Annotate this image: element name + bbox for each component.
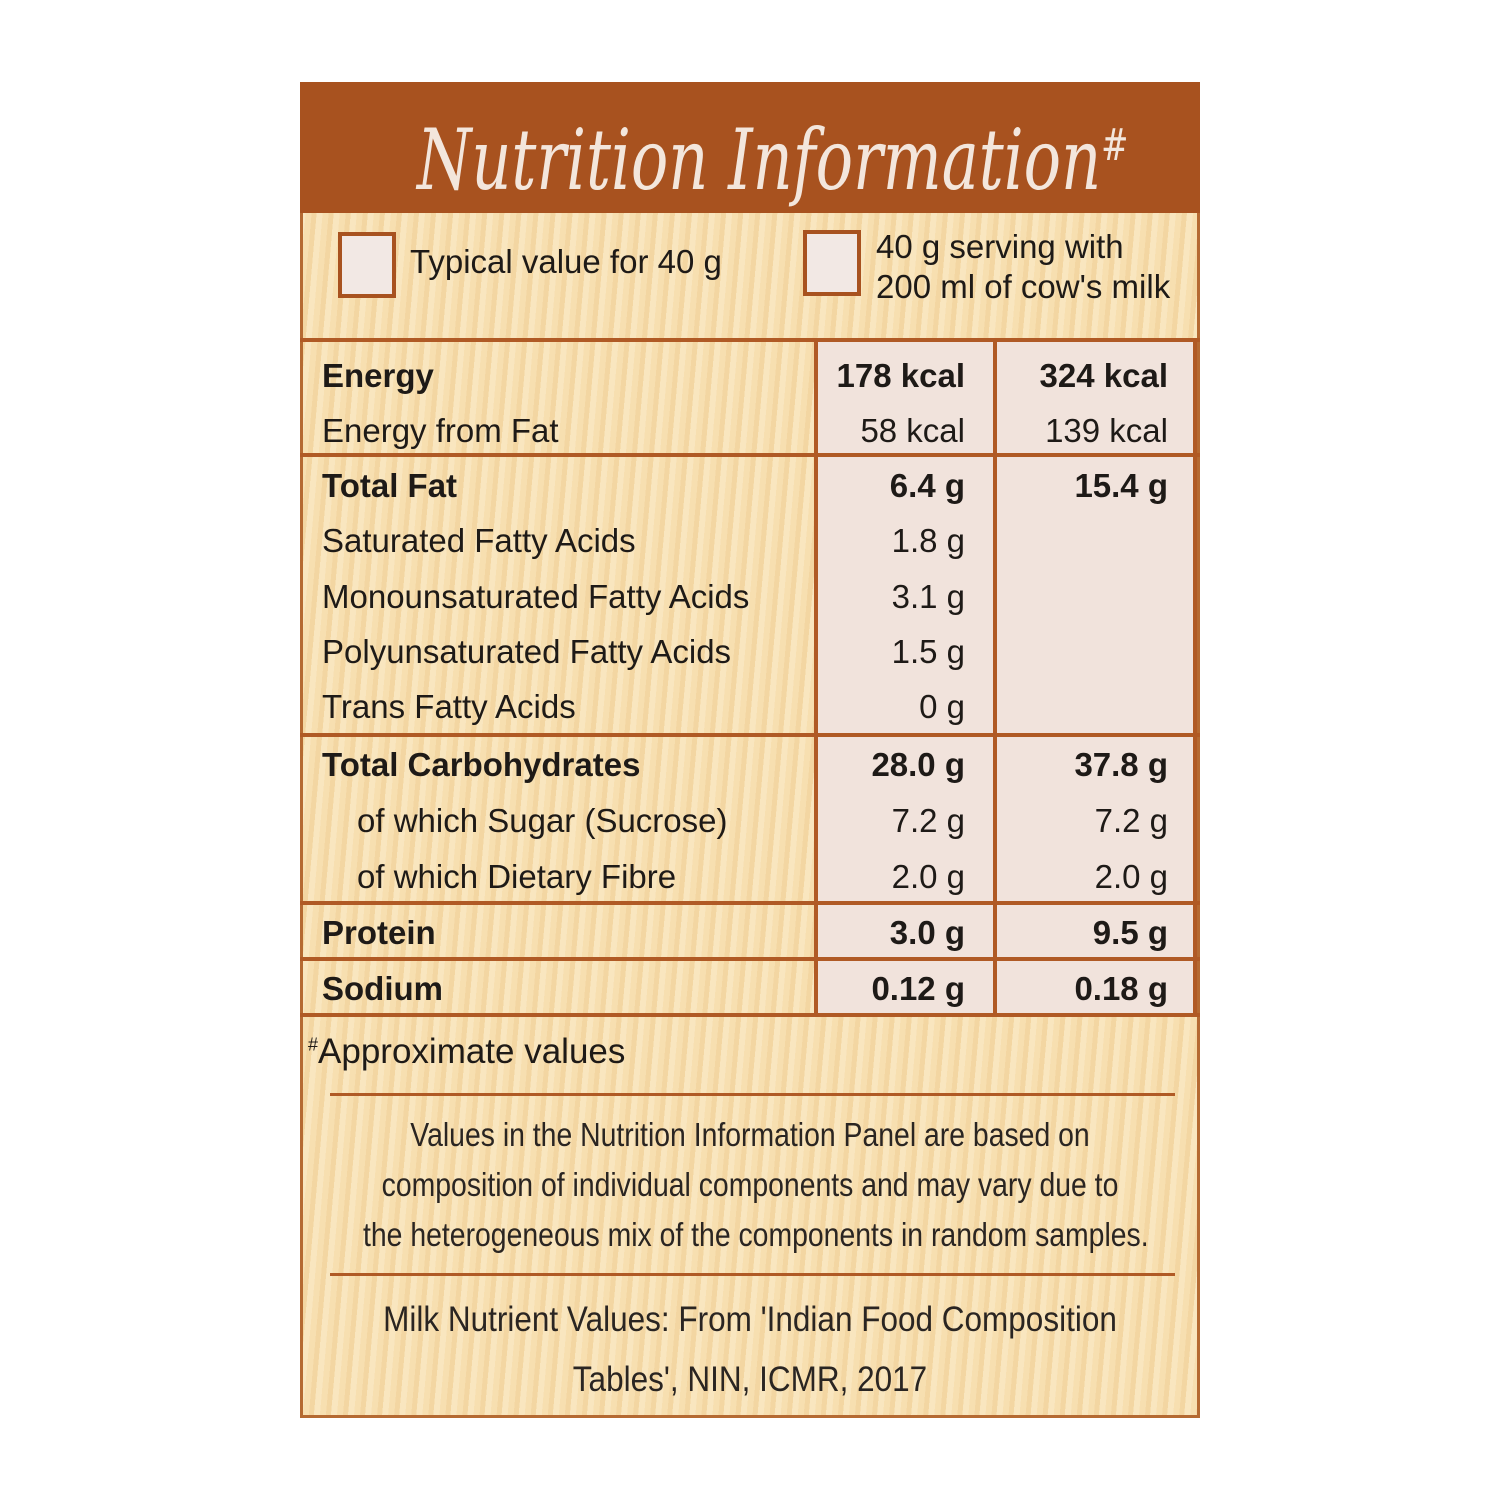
nutrient-label: of which Sugar (Sucrose): [357, 802, 728, 839]
disclaimer: Values in the Nutrition Information Pane…: [300, 1110, 1200, 1260]
nutrient-label: Energy: [322, 357, 434, 394]
divider: [1193, 338, 1197, 1017]
value-with-milk: 37.8 g: [1074, 746, 1168, 783]
title-mark: #: [1101, 120, 1129, 171]
footnote-mark: #: [308, 1034, 319, 1055]
panel-title: Nutrition Information#: [417, 96, 1128, 210]
source-line: Milk Nutrient Values: From 'Indian Food …: [383, 1300, 1117, 1339]
value-per-40g: 2.0 g: [891, 858, 965, 895]
nutrient-label: Trans Fatty Acids: [322, 688, 576, 725]
nutrient-label: Sodium: [322, 970, 443, 1007]
table-row: Saturated Fatty Acids 1.8 g: [300, 513, 1200, 568]
table-row: Total Fat 6.4 g 15.4 g: [300, 458, 1200, 513]
value-per-40g: 1.8 g: [891, 522, 965, 559]
value-with-milk: 139 kcal: [1045, 412, 1168, 449]
divider: [814, 338, 818, 1017]
source-line: Tables', NIN, ICMR, 2017: [572, 1360, 928, 1399]
legend-line: 200 ml of cow's milk: [876, 268, 1171, 305]
nutrient-label: Polyunsaturated Fatty Acids: [322, 633, 732, 670]
divider: [330, 1093, 1175, 1096]
table-row: Sodium 0.12 g 0.18 g: [300, 961, 1200, 1016]
table-row: of which Dietary Fibre 2.0 g 2.0 g: [300, 849, 1200, 904]
value-per-40g: 3.0 g: [889, 914, 965, 951]
table-row: Total Carbohydrates 28.0 g 37.8 g: [300, 737, 1200, 792]
nutrient-label: of which Dietary Fibre: [357, 858, 677, 895]
legend-label-with-milk: 40 g serving with 200 ml of cow's milk: [876, 227, 1170, 307]
legend-swatch-per-40g: [338, 232, 396, 298]
table-row: Trans Fatty Acids 0 g: [300, 679, 1200, 734]
legend-swatch-with-milk: [803, 230, 861, 296]
nutrient-label: Protein: [322, 914, 436, 951]
nutrient-label: Monounsaturated Fatty Acids: [322, 578, 750, 615]
value-per-40g: 3.1 g: [891, 578, 965, 615]
value-per-40g: 0.12 g: [871, 970, 965, 1007]
divider: [993, 338, 997, 1017]
value-with-milk: 9.5 g: [1092, 914, 1168, 951]
source-note: Milk Nutrient Values: From 'Indian Food …: [300, 1290, 1200, 1410]
nutrient-label: Total Carbohydrates: [322, 746, 641, 783]
value-per-40g: 7.2 g: [891, 802, 965, 839]
nutrient-label: Total Fat: [322, 467, 458, 504]
value-per-40g: 1.5 g: [891, 633, 965, 670]
divider: [300, 957, 1200, 961]
divider: [300, 1013, 1200, 1017]
footnote: #Approximate values: [308, 1032, 625, 1072]
divider: [300, 733, 1200, 737]
nutrient-label: Saturated Fatty Acids: [322, 522, 636, 559]
disclaimer-line: Values in the Nutrition Information Pane…: [410, 1116, 1090, 1153]
table-row: Polyunsaturated Fatty Acids 1.5 g: [300, 624, 1200, 679]
value-per-40g: 0 g: [919, 688, 965, 725]
divider: [300, 338, 1200, 342]
value-with-milk: 324 kcal: [1039, 357, 1168, 394]
divider: [300, 901, 1200, 905]
table-row: Energy from Fat 58 kcal 139 kcal: [300, 403, 1200, 458]
value-with-milk: 7.2 g: [1094, 802, 1168, 839]
nutrient-label: Energy from Fat: [322, 412, 559, 449]
value-per-40g: 178 kcal: [836, 357, 965, 394]
table-row: Monounsaturated Fatty Acids 3.1 g: [300, 569, 1200, 624]
value-with-milk: 15.4 g: [1074, 467, 1168, 504]
divider: [330, 1273, 1175, 1276]
disclaimer-line: the heterogeneous mix of the components …: [363, 1216, 1149, 1253]
header-banner: Nutrition Information#: [300, 82, 1200, 213]
value-per-40g: 6.4 g: [889, 467, 965, 504]
value-per-40g: 28.0 g: [871, 746, 965, 783]
value-per-40g: 58 kcal: [860, 412, 965, 449]
legend-label-per-40g: Typical value for 40 g: [410, 243, 722, 280]
table-row: Energy 178 kcal 324 kcal: [300, 348, 1200, 403]
nutrition-panel: Nutrition Information# Typical value for…: [300, 82, 1200, 1418]
value-with-milk: 2.0 g: [1094, 858, 1168, 895]
legend-line: 40 g serving with: [876, 228, 1124, 265]
value-with-milk: 0.18 g: [1074, 970, 1168, 1007]
title-text: Nutrition Information: [417, 111, 1102, 209]
table-row: of which Sugar (Sucrose) 7.2 g 7.2 g: [300, 793, 1200, 848]
footnote-text: Approximate values: [318, 1032, 626, 1071]
divider: [300, 453, 1200, 457]
disclaimer-line: composition of individual components and…: [381, 1166, 1119, 1203]
table-row: Protein 3.0 g 9.5 g: [300, 905, 1200, 960]
